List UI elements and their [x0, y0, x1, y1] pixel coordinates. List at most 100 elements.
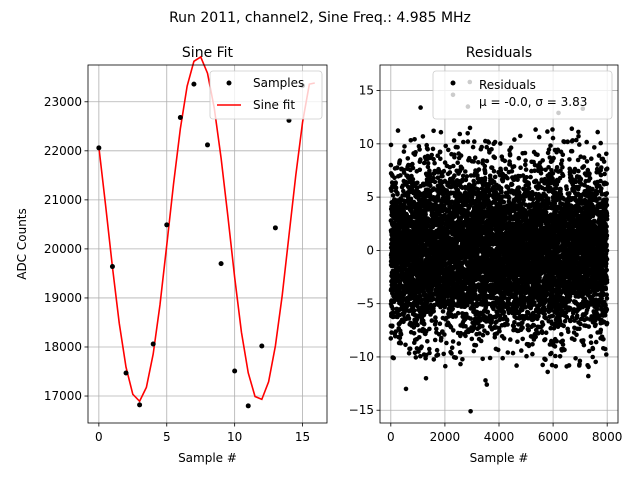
residual-point: [451, 138, 457, 143]
sample-point: [218, 261, 224, 267]
residual-point: [407, 346, 413, 352]
residual-point: [520, 336, 525, 342]
residual-point: [391, 310, 396, 315]
residual-point: [500, 355, 506, 361]
residual-point: [415, 180, 420, 186]
left-y-tick-label: 21000: [44, 193, 82, 207]
residual-point: [520, 325, 525, 331]
residual-point: [460, 357, 465, 362]
residual-point: [480, 324, 485, 329]
residual-point: [406, 351, 412, 356]
left-x-tick-label: 5: [163, 430, 171, 444]
residual-point: [507, 152, 513, 158]
residual-point: [408, 138, 414, 143]
residual-point: [449, 351, 454, 356]
residual-point: [395, 192, 400, 197]
residual-point: [427, 346, 432, 352]
residual-point: [402, 144, 407, 149]
residual-point: [428, 183, 433, 189]
residual-point: [412, 350, 418, 356]
residual-point: [397, 158, 403, 163]
residual-point: [433, 315, 438, 320]
residual-point: [417, 147, 422, 152]
residual-point: [467, 125, 473, 131]
residual-point: [394, 165, 400, 170]
residual-point: [480, 332, 486, 338]
residual-point: [390, 306, 396, 311]
residual-point: [425, 164, 431, 170]
residual-point: [465, 131, 471, 136]
residual-point: [482, 163, 488, 169]
sine-fit-panel: Sine Fit 0 5 10 151700018000190002000021000…: [15, 45, 328, 465]
residual-point: [398, 340, 404, 346]
residual-point: [398, 173, 403, 178]
residual-point: [470, 144, 476, 150]
left-y-tick-label: 22000: [44, 144, 82, 158]
residual-point: [498, 141, 503, 146]
right-panel-title: Residuals: [466, 45, 532, 61]
residual-point: [501, 336, 507, 341]
residual-point: [403, 342, 408, 348]
residual-point: [431, 186, 437, 191]
residual-point: [388, 162, 394, 168]
residual-point: [501, 199, 507, 205]
sample-point: [191, 81, 197, 87]
residual-point: [440, 173, 445, 179]
residual-point: [459, 165, 465, 171]
residual-point: [480, 356, 486, 362]
residual-point: [429, 318, 435, 323]
left-y-tick-label: 17000: [44, 389, 82, 403]
residual-point: [437, 321, 443, 327]
left-y-tick-label: 19000: [44, 291, 82, 305]
residual-point: [485, 309, 491, 315]
residual-point: [508, 145, 514, 150]
residual-point: [431, 156, 436, 162]
residual-point: [417, 293, 423, 299]
residual-point: [512, 137, 517, 142]
residual-point: [476, 160, 481, 165]
residual-point: [476, 167, 482, 172]
residual-point: [451, 163, 456, 169]
residual-point: [408, 196, 414, 202]
residual-point: [417, 335, 422, 340]
residuals-panel: Residuals 0 2000 4000 6000 8000−15−10−505101…: [349, 45, 623, 465]
sample-point: [109, 264, 115, 270]
left-y-tick-label: 20000: [44, 242, 82, 256]
residual-point: [415, 303, 420, 309]
residual-point: [505, 350, 511, 355]
residual-point: [393, 185, 399, 191]
residual-point: [471, 348, 477, 354]
residual-point: [393, 329, 399, 334]
residual-point: [438, 129, 444, 135]
residual-point: [510, 350, 516, 356]
sine-fit-curve: [98, 55, 315, 403]
residual-point: [447, 170, 453, 175]
residual-point: [455, 160, 461, 165]
legend-samples-label: Samples: [253, 76, 304, 90]
residual-point: [434, 347, 440, 353]
residual-point: [443, 363, 448, 369]
residual-point: [388, 336, 394, 341]
residual-point: [431, 175, 436, 181]
residual-point: [389, 188, 394, 193]
residual-point: [435, 352, 441, 358]
residual-point: [421, 160, 427, 166]
residual-point: [465, 139, 471, 144]
residual-point: [473, 343, 479, 348]
residual-point: [437, 149, 443, 155]
residual-point: [438, 156, 443, 162]
left-y-tick-label: 18000: [44, 340, 82, 354]
residual-point: [430, 146, 436, 152]
sample-point: [232, 368, 238, 374]
residual-point: [492, 174, 498, 180]
residual-point: [516, 155, 522, 161]
residual-point: [411, 331, 417, 336]
residual-point: [434, 326, 439, 332]
residual-point: [492, 155, 498, 161]
residual-point: [429, 152, 435, 158]
residual-point: [449, 345, 455, 351]
residual-point: [457, 349, 463, 355]
left-x-tick-label: 15: [295, 430, 310, 444]
residual-point: [518, 165, 523, 170]
